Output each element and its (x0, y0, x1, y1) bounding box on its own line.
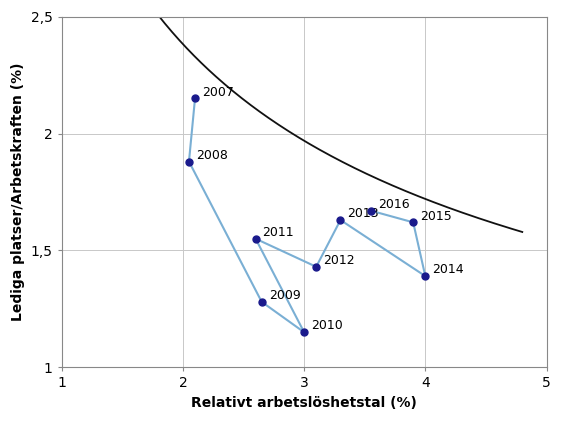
Text: 2010: 2010 (311, 320, 343, 333)
Point (300, 329, 309, 336)
X-axis label: Relativt arbetslöshetstal (%): Relativt arbetslöshetstal (%) (191, 396, 417, 410)
Point (312, 264, 321, 270)
Text: 2008: 2008 (196, 149, 228, 162)
Text: 2013: 2013 (347, 207, 379, 220)
Text: 2011: 2011 (262, 226, 294, 239)
Text: 2009: 2009 (269, 289, 300, 302)
Y-axis label: Lediga platser/Arbetskraften (%): Lediga platser/Arbetskraften (%) (11, 63, 25, 321)
Point (184, 158, 193, 165)
Point (421, 273, 430, 280)
Text: 2015: 2015 (420, 210, 452, 223)
Point (409, 219, 418, 226)
Point (366, 207, 375, 214)
Point (257, 298, 266, 305)
Text: 2007: 2007 (202, 85, 234, 99)
Point (191, 95, 200, 102)
Text: 2012: 2012 (323, 254, 355, 267)
Text: 2016: 2016 (378, 198, 409, 211)
Point (251, 235, 260, 242)
Text: 2014: 2014 (432, 264, 464, 276)
Point (336, 217, 345, 224)
